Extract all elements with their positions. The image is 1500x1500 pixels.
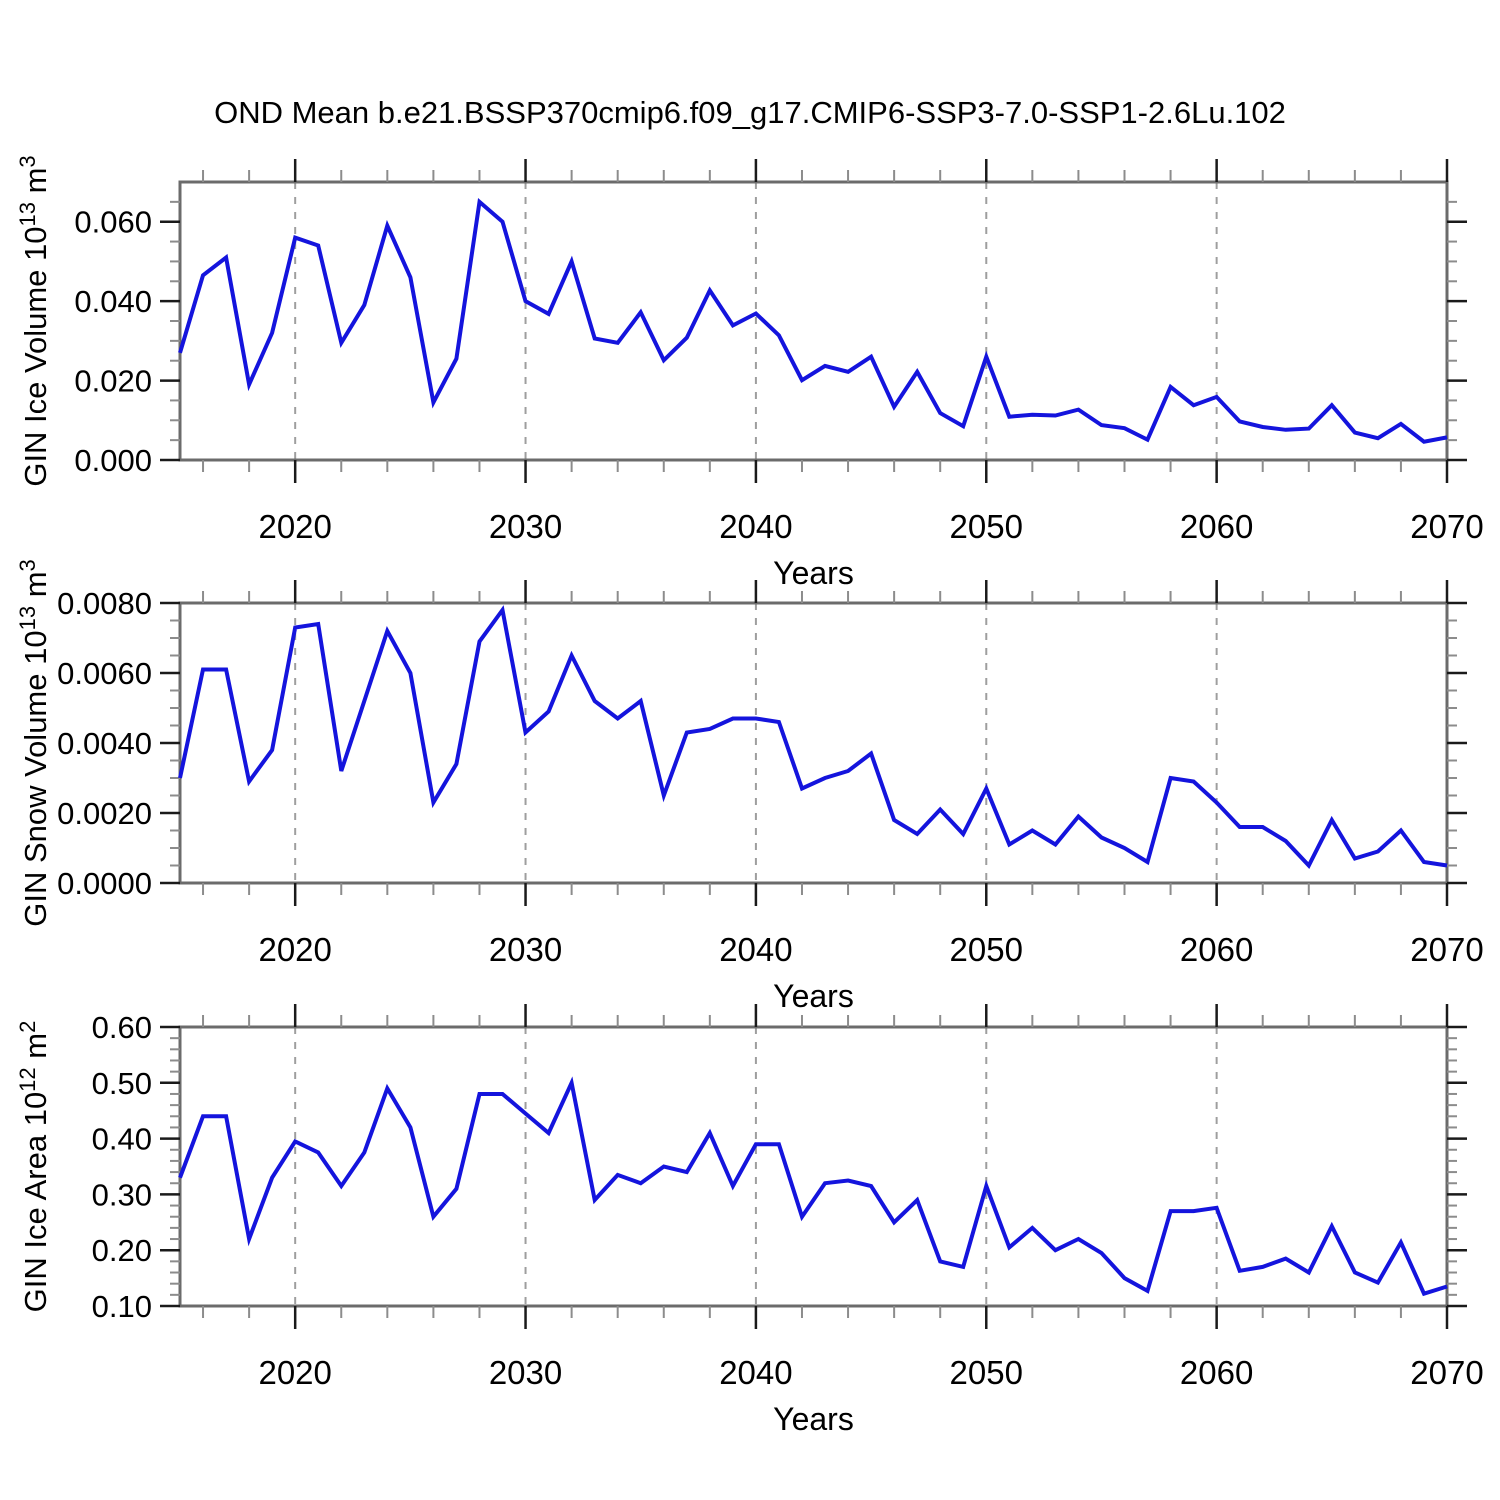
x-tick-label: 2040 — [719, 508, 792, 545]
y-tick-label: 0.0020 — [57, 796, 152, 831]
y-tick-label: 0.000 — [74, 443, 152, 478]
x-tick-label: 2030 — [489, 931, 562, 968]
x-axis-title: Years — [773, 978, 854, 1014]
y-tick-label: 0.30 — [92, 1177, 152, 1212]
figure-title: OND Mean b.e21.BSSP370cmip6.f09_g17.CMIP… — [214, 95, 1286, 130]
gin-snow-volume-data-line — [178, 605, 1448, 869]
gin-ice-area-data-line — [178, 1076, 1448, 1297]
x-tick-label: 2040 — [719, 1354, 792, 1391]
plot-frame — [178, 601, 1449, 885]
plot-frame — [178, 1025, 1449, 1308]
x-tick-label: 2020 — [258, 1354, 331, 1391]
y-tick-label: 0.20 — [92, 1233, 152, 1268]
plot-frame — [178, 180, 1449, 462]
y-tick-label: 0.0040 — [57, 726, 152, 761]
x-tick-label: 2040 — [719, 931, 792, 968]
x-tick-label: 2060 — [1180, 931, 1253, 968]
gin-ice-area-panel: 2020 2030 2040 2050 2060 2070 0.10 0.20 0.30 0.40… — [15, 1004, 1484, 1437]
y-axis-title: GIN Ice Area 1012 m2 — [15, 1021, 53, 1313]
x-tick-label: 2050 — [950, 931, 1023, 968]
x-tick-label: 2030 — [489, 1354, 562, 1391]
x-tick-label: 2030 — [489, 508, 562, 545]
gin-ice-volume-data-line — [178, 198, 1448, 444]
y-tick-label: 0.0000 — [57, 866, 152, 901]
y-tick-label: 0.020 — [74, 364, 152, 399]
y-tick-label: 0.040 — [74, 284, 152, 319]
y-tick-label: 0.0060 — [57, 656, 152, 691]
x-tick-label: 2070 — [1410, 508, 1483, 545]
gin-snow-volume-panel: 2020 2030 2040 2050 2060 2070 0.0000 0.0020 0.00… — [15, 559, 1484, 1014]
x-tick-label: 2020 — [258, 508, 331, 545]
x-tick-label: 2060 — [1180, 508, 1253, 545]
y-tick-label: 0.10 — [92, 1289, 152, 1324]
y-tick-label: 0.0080 — [57, 586, 152, 621]
x-tick-label: 2020 — [258, 931, 331, 968]
y-axis-title: GIN Snow Volume 1013 m3 — [15, 559, 53, 927]
y-tick-label: 0.40 — [92, 1122, 152, 1157]
x-tick-label: 2070 — [1410, 931, 1483, 968]
x-tick-label: 2050 — [950, 508, 1023, 545]
x-tick-label: 2070 — [1410, 1354, 1483, 1391]
y-tick-label: 0.060 — [74, 205, 152, 240]
x-tick-label: 2060 — [1180, 1354, 1253, 1391]
y-tick-label: 0.50 — [92, 1066, 152, 1101]
y-tick-label: 0.60 — [92, 1010, 152, 1045]
x-axis-title: Years — [773, 555, 854, 591]
x-axis-title: Years — [773, 1401, 854, 1437]
y-axis-title: GIN Ice Volume 1013 m3 — [15, 155, 53, 486]
gin-ice-volume-panel: 2020 2030 2040 2050 2060 2070 0.000 0.020 0.040 0… — [15, 155, 1484, 591]
x-tick-label: 2050 — [950, 1354, 1023, 1391]
